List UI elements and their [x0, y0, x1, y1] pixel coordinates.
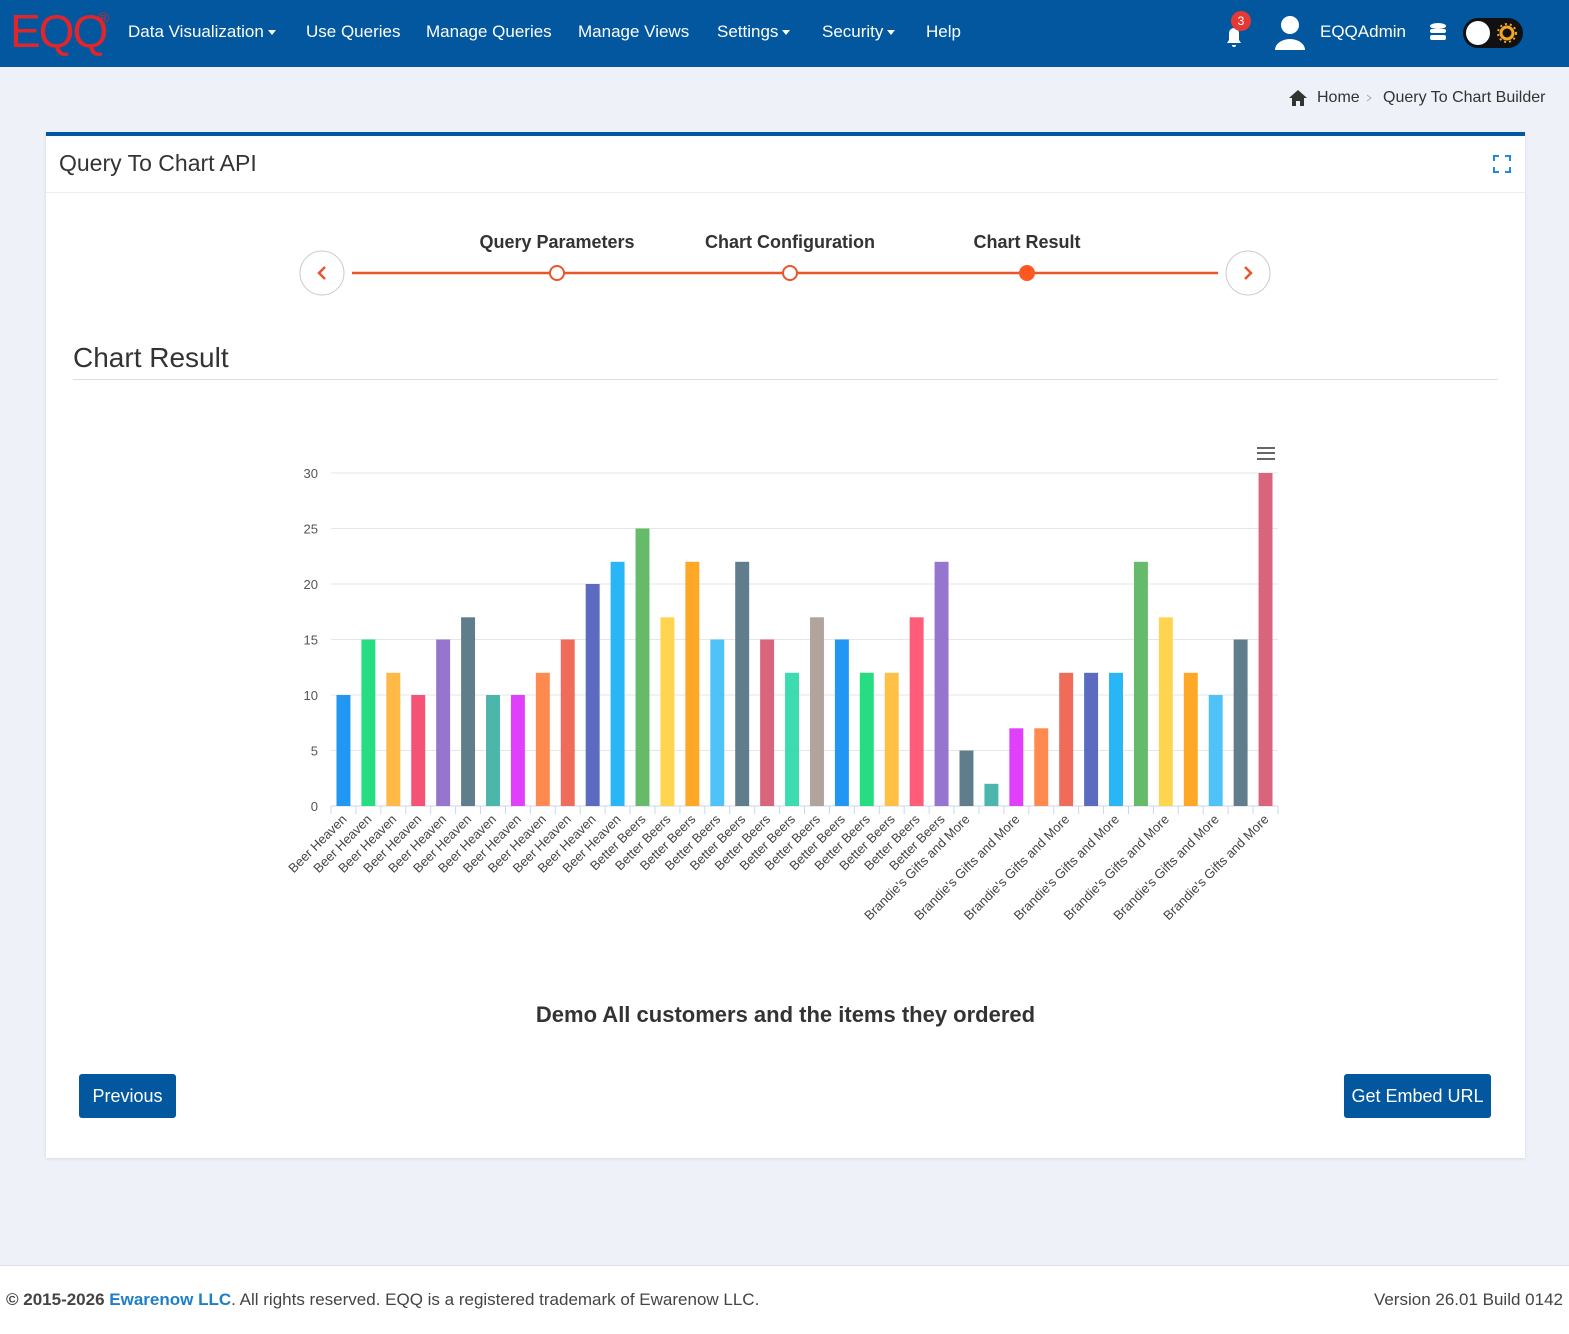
- bar: [1258, 473, 1273, 806]
- step-label[interactable]: Chart Configuration: [705, 232, 875, 252]
- step-dot[interactable]: [549, 265, 565, 281]
- bar: [884, 672, 899, 806]
- bar: [1084, 672, 1099, 806]
- breadcrumb-current: Query To Chart Builder: [1383, 89, 1546, 106]
- nav-item[interactable]: Security: [822, 22, 895, 42]
- bar: [834, 639, 849, 806]
- user-icon[interactable]: [1272, 14, 1308, 52]
- bar: [386, 672, 401, 806]
- bar: [635, 528, 650, 806]
- y-tick-label: 0: [311, 799, 318, 814]
- version: Version 26.01 Build 0142: [1373, 1290, 1563, 1309]
- notice: . All rights reserved. EQQ is a register…: [231, 1290, 760, 1309]
- bar: [560, 639, 575, 806]
- bar: [1208, 695, 1223, 806]
- bar: [760, 639, 775, 806]
- y-tick-label: 15: [304, 633, 318, 648]
- step-dot[interactable]: [782, 265, 798, 281]
- bar: [535, 672, 550, 806]
- copyright: © 2015-2026: [6, 1290, 105, 1309]
- bell-icon[interactable]: 3: [1220, 10, 1260, 50]
- bar: [510, 695, 525, 806]
- logo[interactable]: EQQ ®: [10, 4, 109, 58]
- stepper: [299, 250, 1271, 296]
- embed-button[interactable]: Get Embed URL: [1344, 1074, 1491, 1118]
- y-tick-label: 10: [304, 688, 318, 703]
- bar: [710, 639, 725, 806]
- section-title: Chart Result: [73, 342, 229, 373]
- database-icon[interactable]: [1428, 22, 1450, 46]
- fullscreen-icon[interactable]: [1492, 154, 1512, 174]
- logo-text[interactable]: EQQ: [10, 5, 108, 57]
- bar: [461, 617, 476, 806]
- bar: [859, 672, 874, 806]
- prev-step[interactable]: [299, 250, 345, 296]
- bar: [1133, 561, 1148, 806]
- chart-menu[interactable]: [1257, 447, 1275, 460]
- nav-item[interactable]: Help: [926, 22, 961, 41]
- y-tick-label: 5: [311, 744, 318, 759]
- bar: [660, 617, 675, 806]
- bar: [909, 617, 924, 806]
- home-icon[interactable]: [1288, 88, 1310, 108]
- company-link[interactable]: Ewarenow LLC: [109, 1290, 232, 1309]
- footer-text: © 2015-2026 Ewarenow LLC. All rights res…: [6, 1290, 759, 1310]
- bar: [1009, 728, 1024, 806]
- notification-count: 3: [1238, 14, 1245, 28]
- x-tick-label: Brandie's Gifts and More: [1160, 812, 1271, 923]
- nav-item[interactable]: Manage Views: [578, 22, 690, 41]
- bar: [1158, 617, 1173, 806]
- bar: [809, 617, 824, 806]
- next-step[interactable]: [1225, 250, 1271, 296]
- step-label[interactable]: Query Parameters: [479, 232, 635, 252]
- bar: [1034, 728, 1049, 806]
- user-name[interactable]: EQQAdmin: [1320, 22, 1406, 41]
- bar: [735, 561, 750, 806]
- bar: [411, 695, 426, 806]
- bar: [1059, 672, 1074, 806]
- bar: [934, 561, 949, 806]
- nav-item[interactable]: Settings: [717, 22, 790, 42]
- card-title: Query To Chart API: [59, 150, 257, 176]
- y-tick-label: 25: [304, 522, 318, 537]
- bar: [610, 561, 625, 806]
- bar: [1109, 672, 1123, 806]
- bar: [685, 561, 700, 806]
- step-label[interactable]: Chart Result: [973, 232, 1081, 252]
- bar: [486, 695, 500, 806]
- bar: [959, 750, 974, 806]
- bar: [785, 672, 800, 806]
- bar: [1233, 639, 1248, 806]
- bar: [984, 783, 999, 806]
- breadcrumb-separator: [1366, 94, 1372, 102]
- step-dot[interactable]: [1019, 265, 1035, 281]
- bar: [361, 639, 376, 806]
- bar: [436, 639, 451, 806]
- y-tick-label: 30: [304, 466, 318, 481]
- card: Query To Chart API Query Parameters Char…: [46, 132, 1525, 1158]
- divider: [46, 192, 1525, 193]
- theme-toggle[interactable]: [1462, 17, 1524, 49]
- divider: [73, 379, 1498, 380]
- nav-item[interactable]: Data Visualization: [128, 22, 276, 42]
- y-tick-label: 20: [304, 577, 318, 592]
- logo-mark: ®: [98, 10, 109, 27]
- previous-button[interactable]: Previous: [79, 1074, 176, 1118]
- footer: © 2015-2026 Ewarenow LLC. All rights res…: [0, 1265, 1569, 1334]
- chart-title: Demo All customers and the items they or…: [535, 1002, 1036, 1027]
- navbar: EQQ ® Data Visualization Use Queries Mana…: [0, 0, 1569, 67]
- bar: [585, 584, 600, 806]
- breadcrumb-home[interactable]: Home: [1317, 89, 1360, 106]
- nav-item[interactable]: Manage Queries: [426, 22, 552, 41]
- bar: [336, 695, 351, 806]
- nav-item[interactable]: Use Queries: [306, 22, 401, 41]
- bar: [1183, 672, 1198, 806]
